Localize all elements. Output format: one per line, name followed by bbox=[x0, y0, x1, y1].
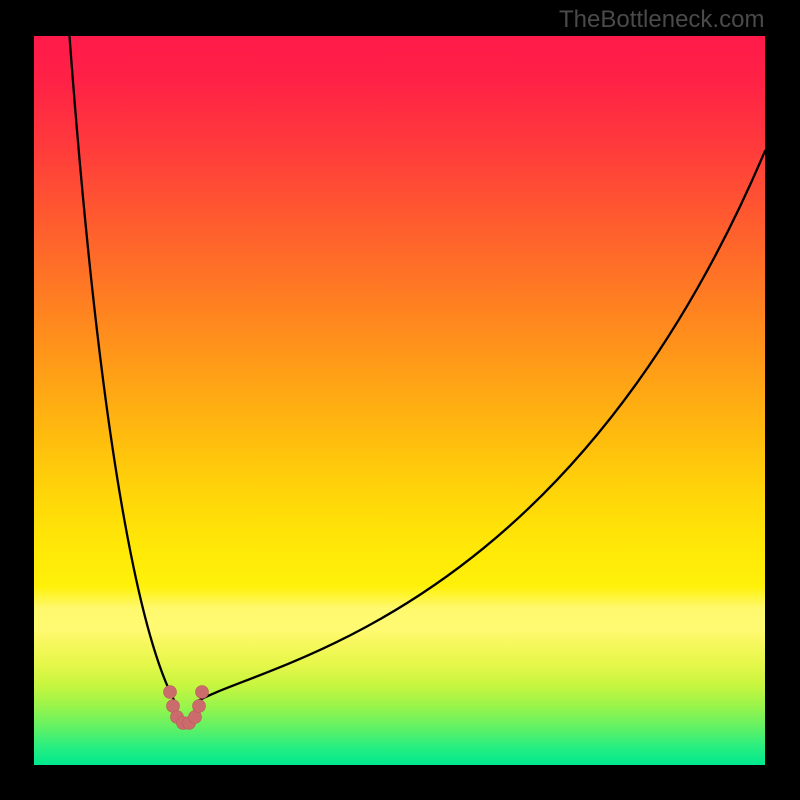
watermark-text: TheBottleneck.com bbox=[559, 6, 764, 34]
chart-frame: TheBottleneck.com bbox=[0, 0, 800, 800]
gradient-background bbox=[34, 36, 765, 765]
plot-area bbox=[34, 36, 765, 765]
